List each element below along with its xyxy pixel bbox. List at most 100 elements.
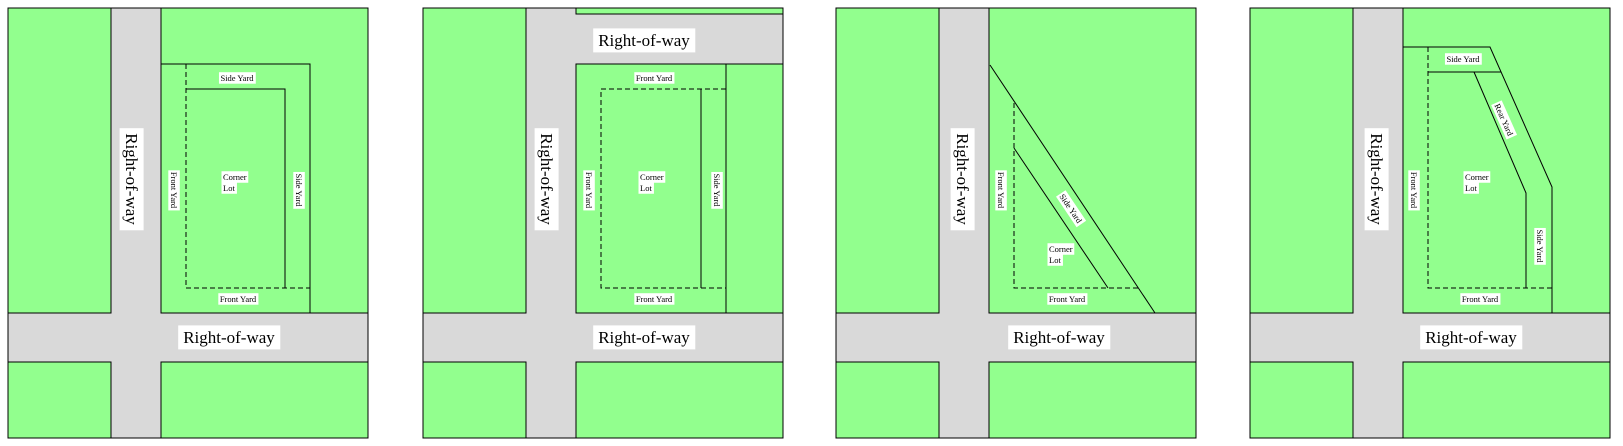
label-background bbox=[168, 170, 180, 211]
block bbox=[7, 7, 112, 314]
lot-line bbox=[989, 64, 1156, 314]
front-yard-label: Front Yard bbox=[169, 172, 179, 209]
block bbox=[1249, 7, 1354, 314]
label-background bbox=[634, 293, 675, 305]
label-background bbox=[634, 72, 675, 84]
label-background bbox=[995, 170, 1007, 211]
block bbox=[1402, 7, 1611, 314]
block bbox=[988, 7, 1197, 314]
block bbox=[160, 361, 369, 439]
right-of-way-label: Right-of-way bbox=[183, 328, 275, 347]
label-background bbox=[1047, 293, 1088, 305]
rear-setback-line bbox=[1473, 71, 1527, 288]
label-background bbox=[1056, 190, 1087, 228]
right-of-way-label: Right-of-way bbox=[598, 328, 690, 347]
label-background bbox=[1491, 100, 1518, 140]
right-of-way-label: Right-of-way bbox=[122, 133, 141, 225]
label-background bbox=[119, 128, 144, 231]
block bbox=[575, 7, 784, 15]
label-background bbox=[1364, 128, 1389, 231]
label-background bbox=[1008, 325, 1111, 350]
panel-border bbox=[1249, 7, 1611, 439]
front-yard-label: Front Yard bbox=[636, 294, 673, 304]
block bbox=[1402, 361, 1611, 439]
front-setback-line bbox=[600, 88, 727, 289]
panel-border bbox=[7, 7, 369, 439]
block bbox=[422, 361, 527, 439]
panel-border bbox=[835, 7, 1197, 439]
lot-line bbox=[161, 63, 311, 313]
front-yard-label: Front Yard bbox=[584, 172, 594, 209]
label-background bbox=[638, 171, 666, 183]
right-of-way-label: Right-of-way bbox=[1013, 328, 1105, 347]
label-background bbox=[218, 72, 256, 84]
label-background bbox=[593, 28, 696, 53]
side-setback-line bbox=[186, 88, 286, 288]
corner-lot-label: Lot bbox=[1465, 183, 1477, 193]
block bbox=[422, 7, 527, 314]
label-background bbox=[711, 171, 723, 209]
label-background bbox=[1408, 170, 1420, 211]
label-background bbox=[1463, 171, 1491, 183]
block bbox=[725, 63, 784, 314]
panel-4: Right-of-way Right-of-way Side Yard Rear… bbox=[1249, 7, 1611, 439]
block bbox=[575, 361, 784, 439]
label-background bbox=[1047, 243, 1075, 255]
front-setback-line bbox=[185, 64, 310, 289]
corner-lot-label: Corner bbox=[1465, 172, 1489, 182]
label-background bbox=[1463, 182, 1479, 194]
label-background bbox=[534, 128, 559, 231]
block bbox=[835, 361, 940, 439]
label-background bbox=[1534, 227, 1546, 265]
label-background bbox=[218, 293, 259, 305]
side-yard-label: Side Yard bbox=[1535, 229, 1545, 263]
side-yard-label: Side Yard bbox=[220, 73, 254, 83]
side-yard-label: Side Yard bbox=[712, 173, 722, 207]
label-background bbox=[1460, 293, 1501, 305]
front-yard-label: Front Yard bbox=[1049, 294, 1086, 304]
right-of-way-label: Right-of-way bbox=[537, 133, 556, 225]
side-setback-line bbox=[1013, 147, 1109, 289]
label-background bbox=[583, 170, 595, 211]
front-yard-label: Front Yard bbox=[220, 294, 257, 304]
label-background bbox=[293, 171, 305, 209]
panel-2: Right-of-way Right-of-way Right-of-way F… bbox=[422, 7, 784, 439]
corner-lot-label: Corner bbox=[640, 172, 664, 182]
front-setback-line bbox=[1427, 47, 1552, 289]
right-of-way-label: Right-of-way bbox=[953, 133, 972, 225]
side-yard-label: Side Yard bbox=[294, 173, 304, 207]
panel-1: Right-of-way Right-of-way Side Yard Fron… bbox=[7, 7, 369, 439]
block bbox=[835, 7, 940, 314]
lot-line bbox=[1403, 46, 1553, 313]
block bbox=[160, 7, 369, 314]
corner-lot-label: Corner bbox=[1049, 244, 1073, 254]
label-background bbox=[1047, 254, 1063, 266]
label-background bbox=[1444, 53, 1482, 65]
corner-lot-label: Lot bbox=[1049, 255, 1061, 265]
front-yard-label: Front Yard bbox=[996, 172, 1006, 209]
right-of-way-label: Right-of-way bbox=[598, 31, 690, 50]
corner-lot-label: Corner bbox=[223, 172, 247, 182]
label-background bbox=[221, 171, 249, 183]
front-yard-label: Front Yard bbox=[1462, 294, 1499, 304]
right-of-way-label: Right-of-way bbox=[1425, 328, 1517, 347]
front-setback-line bbox=[1013, 103, 1140, 289]
corner-lot-label: Lot bbox=[223, 183, 235, 193]
panel-3: Right-of-way Right-of-way Front Yard Sid… bbox=[835, 7, 1197, 439]
side-yard-label: Side Yard bbox=[1446, 54, 1480, 64]
label-background bbox=[1420, 325, 1523, 350]
corner-lot-label: Lot bbox=[640, 183, 652, 193]
front-yard-label: Front Yard bbox=[636, 73, 673, 83]
label-background bbox=[950, 128, 975, 231]
panel-border bbox=[422, 7, 784, 439]
front-yard-label: Front Yard bbox=[1409, 172, 1419, 209]
label-background bbox=[178, 325, 281, 350]
block bbox=[1249, 361, 1354, 439]
block bbox=[7, 361, 112, 439]
label-background bbox=[593, 325, 696, 350]
right-of-way-label: Right-of-way bbox=[1367, 133, 1386, 225]
block bbox=[988, 361, 1197, 439]
label-background bbox=[221, 182, 237, 194]
label-background bbox=[638, 182, 654, 194]
